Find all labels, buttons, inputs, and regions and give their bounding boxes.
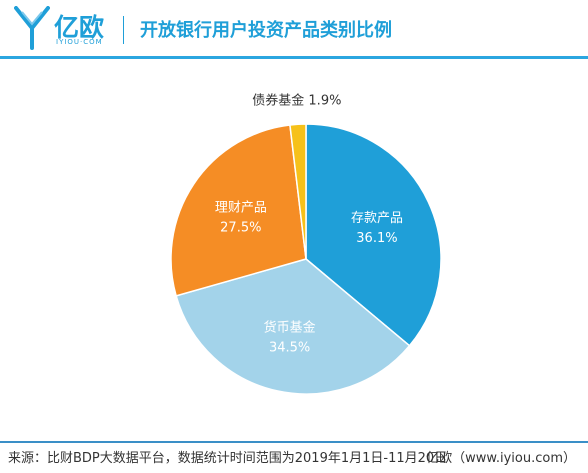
pie-chart: 存款产品 36.1% 货币基金 34.5% 理财产品 27.5% 债券基金 1.9% [170,92,442,395]
header-bar [0,56,588,59]
footer-divider [0,441,588,443]
slice-value-2: 27.5% [220,221,261,236]
slice-label-1: 货币基金 [264,320,316,336]
pie-slice-2 [170,124,307,297]
pie-slice-1 [175,258,411,395]
logo-mark-icon [14,6,50,50]
page-title: 开放银行用户投资产品类别比例 [140,20,392,41]
slice-label-3: 债券基金 1.9% [252,92,341,108]
slice-label-0: 存款产品 [351,211,403,226]
header-divider [123,16,124,44]
brand-name: 亿欧 [54,13,105,42]
slice-value-1: 34.5% [269,341,310,356]
brand-sub: IYIOU·COM [56,38,103,46]
header: 亿欧 IYIOU·COM 开放银行用户投资产品类别比例 [0,0,588,60]
slice-value-0: 36.1% [356,231,397,246]
source-note: 来源：比财BDP大数据平台，数据统计时间范围为2019年1月1日-11月20日 [8,451,448,466]
pie-slice-3 [289,123,307,260]
brand-logo[interactable]: 亿欧 IYIOU·COM [14,6,134,52]
slice-label-2: 理财产品 [215,201,267,216]
pie-slice-0 [305,123,442,347]
footer-brand: 亿欧（www.iyiou.com） [426,451,576,466]
